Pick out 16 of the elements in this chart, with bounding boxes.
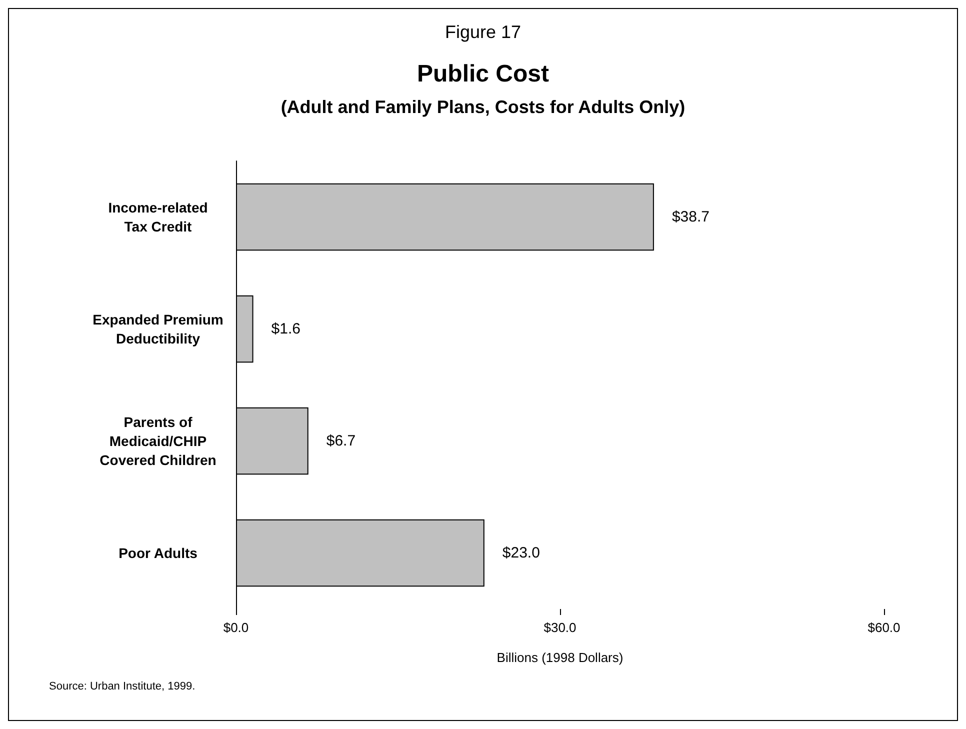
chart-title: Public Cost bbox=[416, 60, 550, 88]
y-tick-label: Poor Adults bbox=[118, 545, 198, 561]
source-note: Source: Urban Institute, 1999. bbox=[49, 680, 196, 692]
chart-subtitle: (Adult and Family Plans, Costs for Adults Only) bbox=[280, 97, 686, 117]
data-label: $6.7 bbox=[326, 432, 356, 450]
data-label: $38.7 bbox=[672, 208, 710, 226]
y-tick-label: Parents of Medicaid/CHIP Covered Children bbox=[100, 414, 216, 468]
x-tick-label: $0.0 bbox=[223, 620, 249, 635]
caption: Figure 17 bbox=[444, 22, 522, 42]
x-axis-title: Billions (1998 Dollars) bbox=[496, 650, 624, 665]
x-tick-label: $30.0 bbox=[544, 620, 576, 635]
x-tick-label: $60.0 bbox=[868, 620, 900, 635]
y-tick-label: Expanded Premium Deductibility bbox=[92, 312, 224, 346]
y-tick-label: Income-related Tax Credit bbox=[108, 200, 208, 234]
data-label: $1.6 bbox=[271, 320, 300, 338]
data-label: $23.0 bbox=[502, 544, 540, 562]
